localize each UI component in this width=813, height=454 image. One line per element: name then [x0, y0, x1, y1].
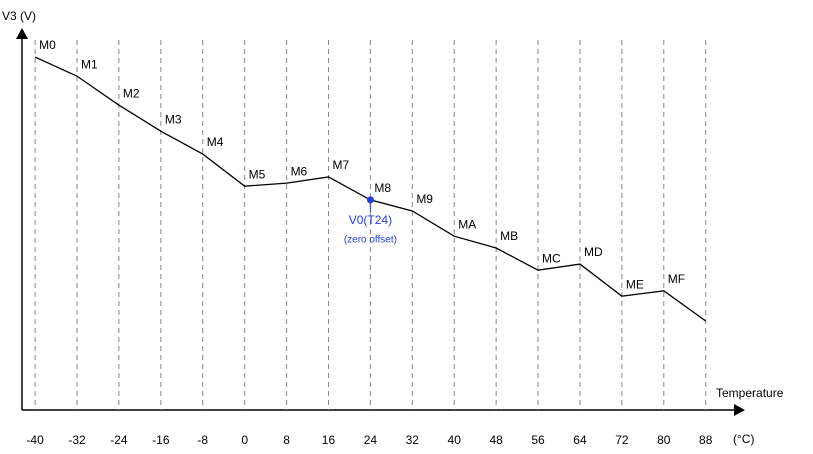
x-axis-arrow — [734, 404, 745, 416]
x-tick-label: 64 — [573, 433, 587, 447]
x-tick-label: 24 — [364, 433, 378, 447]
point-label: MB — [500, 229, 518, 243]
x-tick-label: -40 — [26, 433, 44, 447]
x-axis-label: Temperature — [716, 386, 784, 400]
x-tick-label: 0 — [241, 433, 248, 447]
point-label: MF — [668, 272, 685, 286]
point-label: M8 — [374, 181, 391, 195]
point-label: MC — [542, 251, 561, 265]
point-label: M4 — [207, 135, 224, 149]
x-tick-label: -32 — [68, 433, 86, 447]
point-label: M7 — [332, 158, 349, 172]
x-tick-label: 16 — [322, 433, 336, 447]
x-tick-label: 80 — [657, 433, 671, 447]
y-axis-label: V3 (V) — [2, 9, 36, 23]
x-tick-label: 72 — [615, 433, 629, 447]
point-label: M1 — [81, 57, 98, 71]
x-tick-label: 8 — [283, 433, 290, 447]
x-tick-label: 56 — [531, 433, 545, 447]
x-tick-label: 48 — [489, 433, 503, 447]
point-label: M9 — [416, 192, 433, 206]
x-tick-label: 32 — [406, 433, 420, 447]
point-label: M6 — [291, 164, 308, 178]
x-tick-label: -24 — [110, 433, 128, 447]
annotation-text: V0(T24) — [349, 213, 392, 227]
point-label: ME — [626, 277, 644, 291]
point-label: M5 — [249, 167, 266, 181]
x-tick-label: -16 — [152, 433, 170, 447]
x-tick-label: 88 — [699, 433, 713, 447]
point-label: M3 — [165, 112, 182, 126]
x-tick-label: -8 — [197, 433, 208, 447]
annotation-subtext: (zero offset) — [344, 235, 397, 246]
point-label: M2 — [123, 86, 140, 100]
point-label: MA — [458, 217, 476, 231]
point-label: MD — [584, 245, 603, 259]
point-label: M0 — [39, 38, 56, 52]
x-tick-label: 40 — [448, 433, 462, 447]
x-unit: (°C) — [733, 432, 754, 446]
y-axis-arrow — [16, 28, 28, 39]
annotation-point — [366, 196, 374, 204]
